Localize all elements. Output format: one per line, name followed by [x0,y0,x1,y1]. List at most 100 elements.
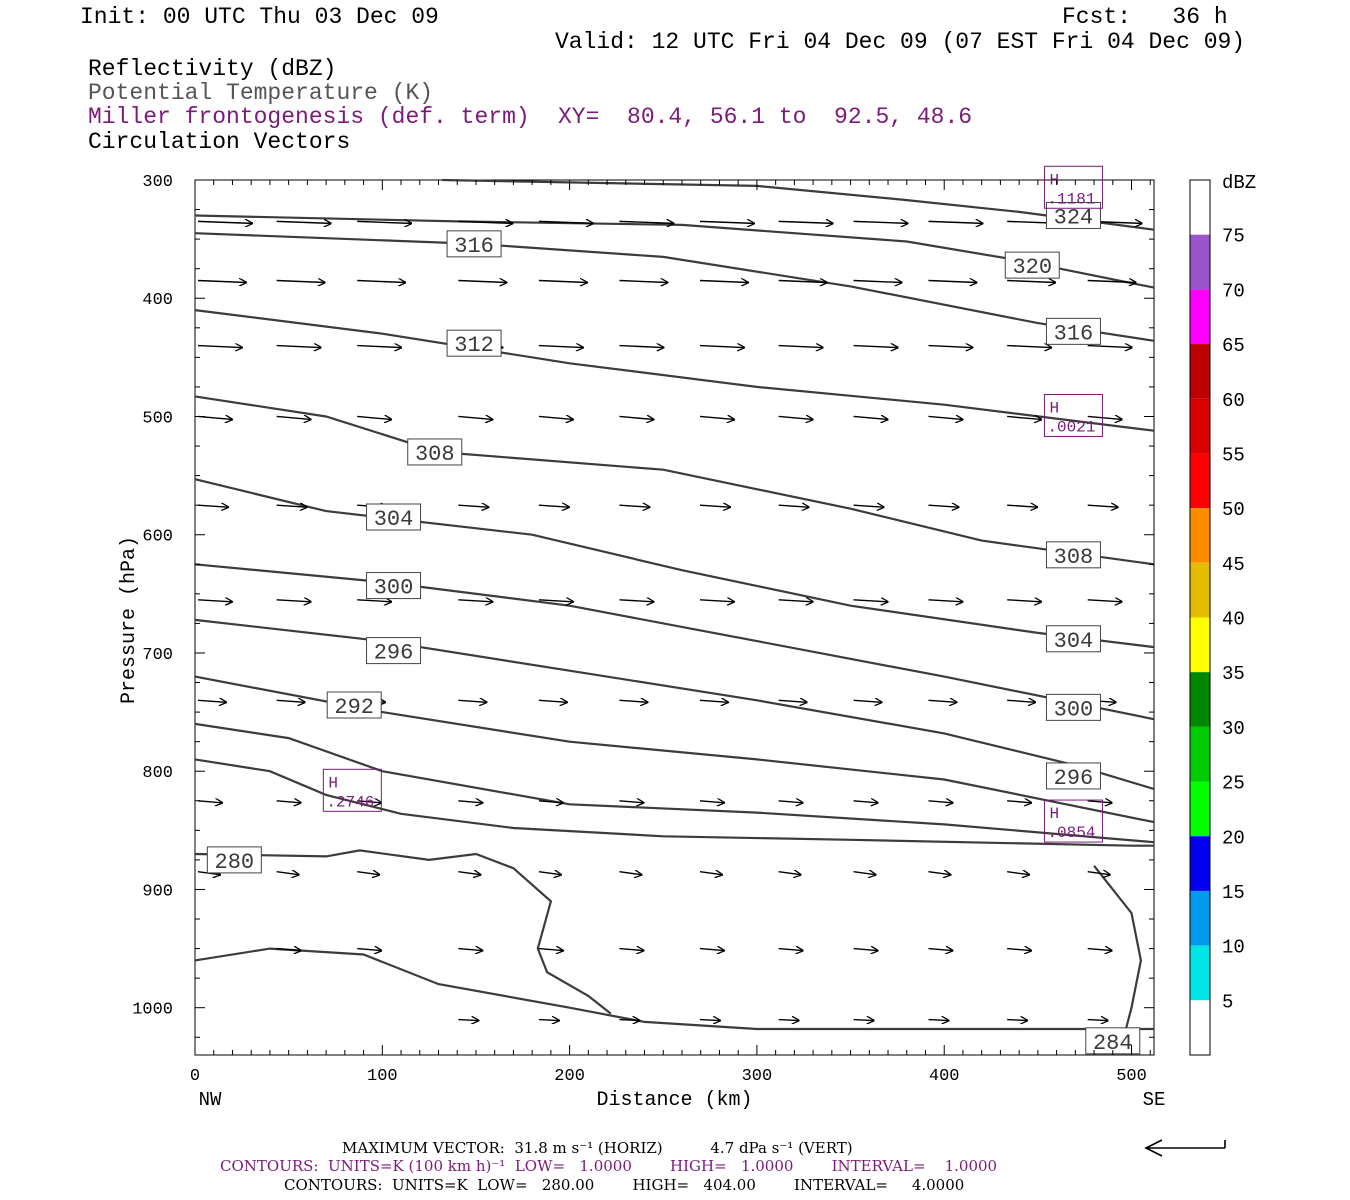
circulation-vector [778,600,813,602]
circulation-vector [928,872,950,875]
colorbar-segment [1190,344,1210,399]
circulation-vector [928,281,976,283]
circulation-vector [197,700,226,702]
isentrope-label-box [446,329,502,357]
circulation-vector [778,949,803,951]
circulation-vector [619,949,643,951]
circulation-vector [276,700,305,702]
isentrope-label: 300 [1045,693,1101,722]
isentrope-label-text: 292 [334,695,374,720]
circulation-vector [699,1020,720,1021]
circulation-vector [197,505,228,507]
valid-time: Valid: 12 UTC Fri 04 Dec 09 (07 EST Fri … [555,29,1246,55]
isentrope-288 [194,722,1155,844]
colorbar-segment [1190,890,1210,946]
isentrope-label-box [1045,317,1101,345]
init-time: Init: 00 UTC Thu 03 Dec 09 [80,4,439,30]
circulation-vector [458,801,482,803]
circulation-vector [197,346,242,348]
y-tick-label: 1000 [132,1001,173,1020]
y-axis-title: Pressure (hPa) [118,536,141,704]
colorbar-tick-label: 55 [1222,444,1245,466]
circulation-vector [699,801,724,803]
circulation-vector [778,221,833,223]
isentrope-label: 324 [1045,201,1101,230]
y-tick-label: 400 [142,291,173,310]
x-tick-label: 300 [742,1067,773,1086]
circulation-vector [778,1020,799,1021]
circulation-vector [853,949,878,951]
circulation-vector [458,600,492,602]
x-end-label-right: SE [1143,1089,1166,1111]
circulation-vector [276,872,299,875]
isentrope-label-text: 324 [1054,205,1094,230]
frontogenesis-max-label: H [1049,805,1059,823]
frontogenesis-max-value: .1181 [1047,190,1095,208]
isentrope-312 [194,309,1155,432]
isentrope-label: 280 [206,846,262,875]
circulation-vector [699,600,734,602]
x-tick-label: 400 [929,1067,960,1086]
circulation-vector [778,700,807,702]
circulation-vector [276,801,301,803]
isentrope-label: 316 [446,230,502,259]
isentrope-label: 308 [1045,541,1101,570]
isentrope-label-text: 304 [374,507,414,532]
colorbar-tick-label: 50 [1222,499,1245,521]
colorbar-tick-label: 20 [1222,827,1245,849]
circulation-vector [928,346,972,348]
isentrope-label-text: 316 [1054,321,1094,346]
circulation-vector [538,600,573,602]
frontogenesis-max: H.2746 [322,768,382,812]
circulation-vector [699,872,722,875]
circulation-vector [928,700,956,702]
circulation-vector [1007,600,1041,602]
colorbar-tick-label: 10 [1222,937,1245,959]
circulation-vector [928,416,962,419]
circulation-vector [1007,505,1037,507]
circulation-vector [853,700,882,702]
field-circulation-vectors: Circulation Vectors [88,129,351,155]
isentrope-label-box [407,438,463,466]
circulation-vector [619,221,673,223]
circulation-vector [538,801,563,803]
colorbar-tick-label: 15 [1222,882,1245,904]
circulation-vector [357,281,405,283]
circulation-vector [1087,801,1112,803]
circulation-vector [1087,1020,1108,1021]
circulation-vector [619,872,641,875]
isentrope-label-box [1045,201,1101,229]
circulation-vector [538,221,593,223]
circulation-vector [928,505,958,507]
circulation-vector [699,700,728,702]
circulation-vector [778,872,801,875]
circulation-vector [778,505,809,507]
theta-contour-info: CONTOURS: UNITS=K LOW= 280.00 HIGH= 404.… [284,1176,965,1194]
colorbar-tick-label: 5 [1222,991,1233,1013]
circulation-vector [357,346,401,348]
circulation-vector [853,346,898,348]
isentrope-label: 316 [1045,317,1101,346]
colorbar-tick-label: 60 [1222,390,1245,412]
isentrope-label-box [1045,541,1101,569]
isentrope-label-text: 304 [1054,629,1094,654]
max-vector-info: MAXIMUM VECTOR: 31.8 m s⁻¹ (HORIZ) 4.7 d… [342,1139,853,1157]
isentrope-label-text: 280 [215,850,255,875]
circulation-vector [357,801,381,803]
isentrope-label-box [1045,693,1101,721]
circulation-vector [778,281,827,283]
circulation-vector [778,346,823,348]
circulation-vector [619,700,647,702]
circulation-vector [458,221,512,223]
circulation-vector [778,416,813,419]
isentrope-label-box [366,572,422,600]
circulation-vector [778,801,803,803]
circulation-vector [1087,505,1118,507]
circulation-vector [853,221,908,223]
circulation-vector [538,700,567,702]
isentrope-label-box [446,230,502,258]
isentrope-label-text: 320 [1012,255,1052,280]
circulation-vector [276,221,331,223]
circulation-vector [928,949,952,951]
circulation-vector [853,1020,874,1021]
